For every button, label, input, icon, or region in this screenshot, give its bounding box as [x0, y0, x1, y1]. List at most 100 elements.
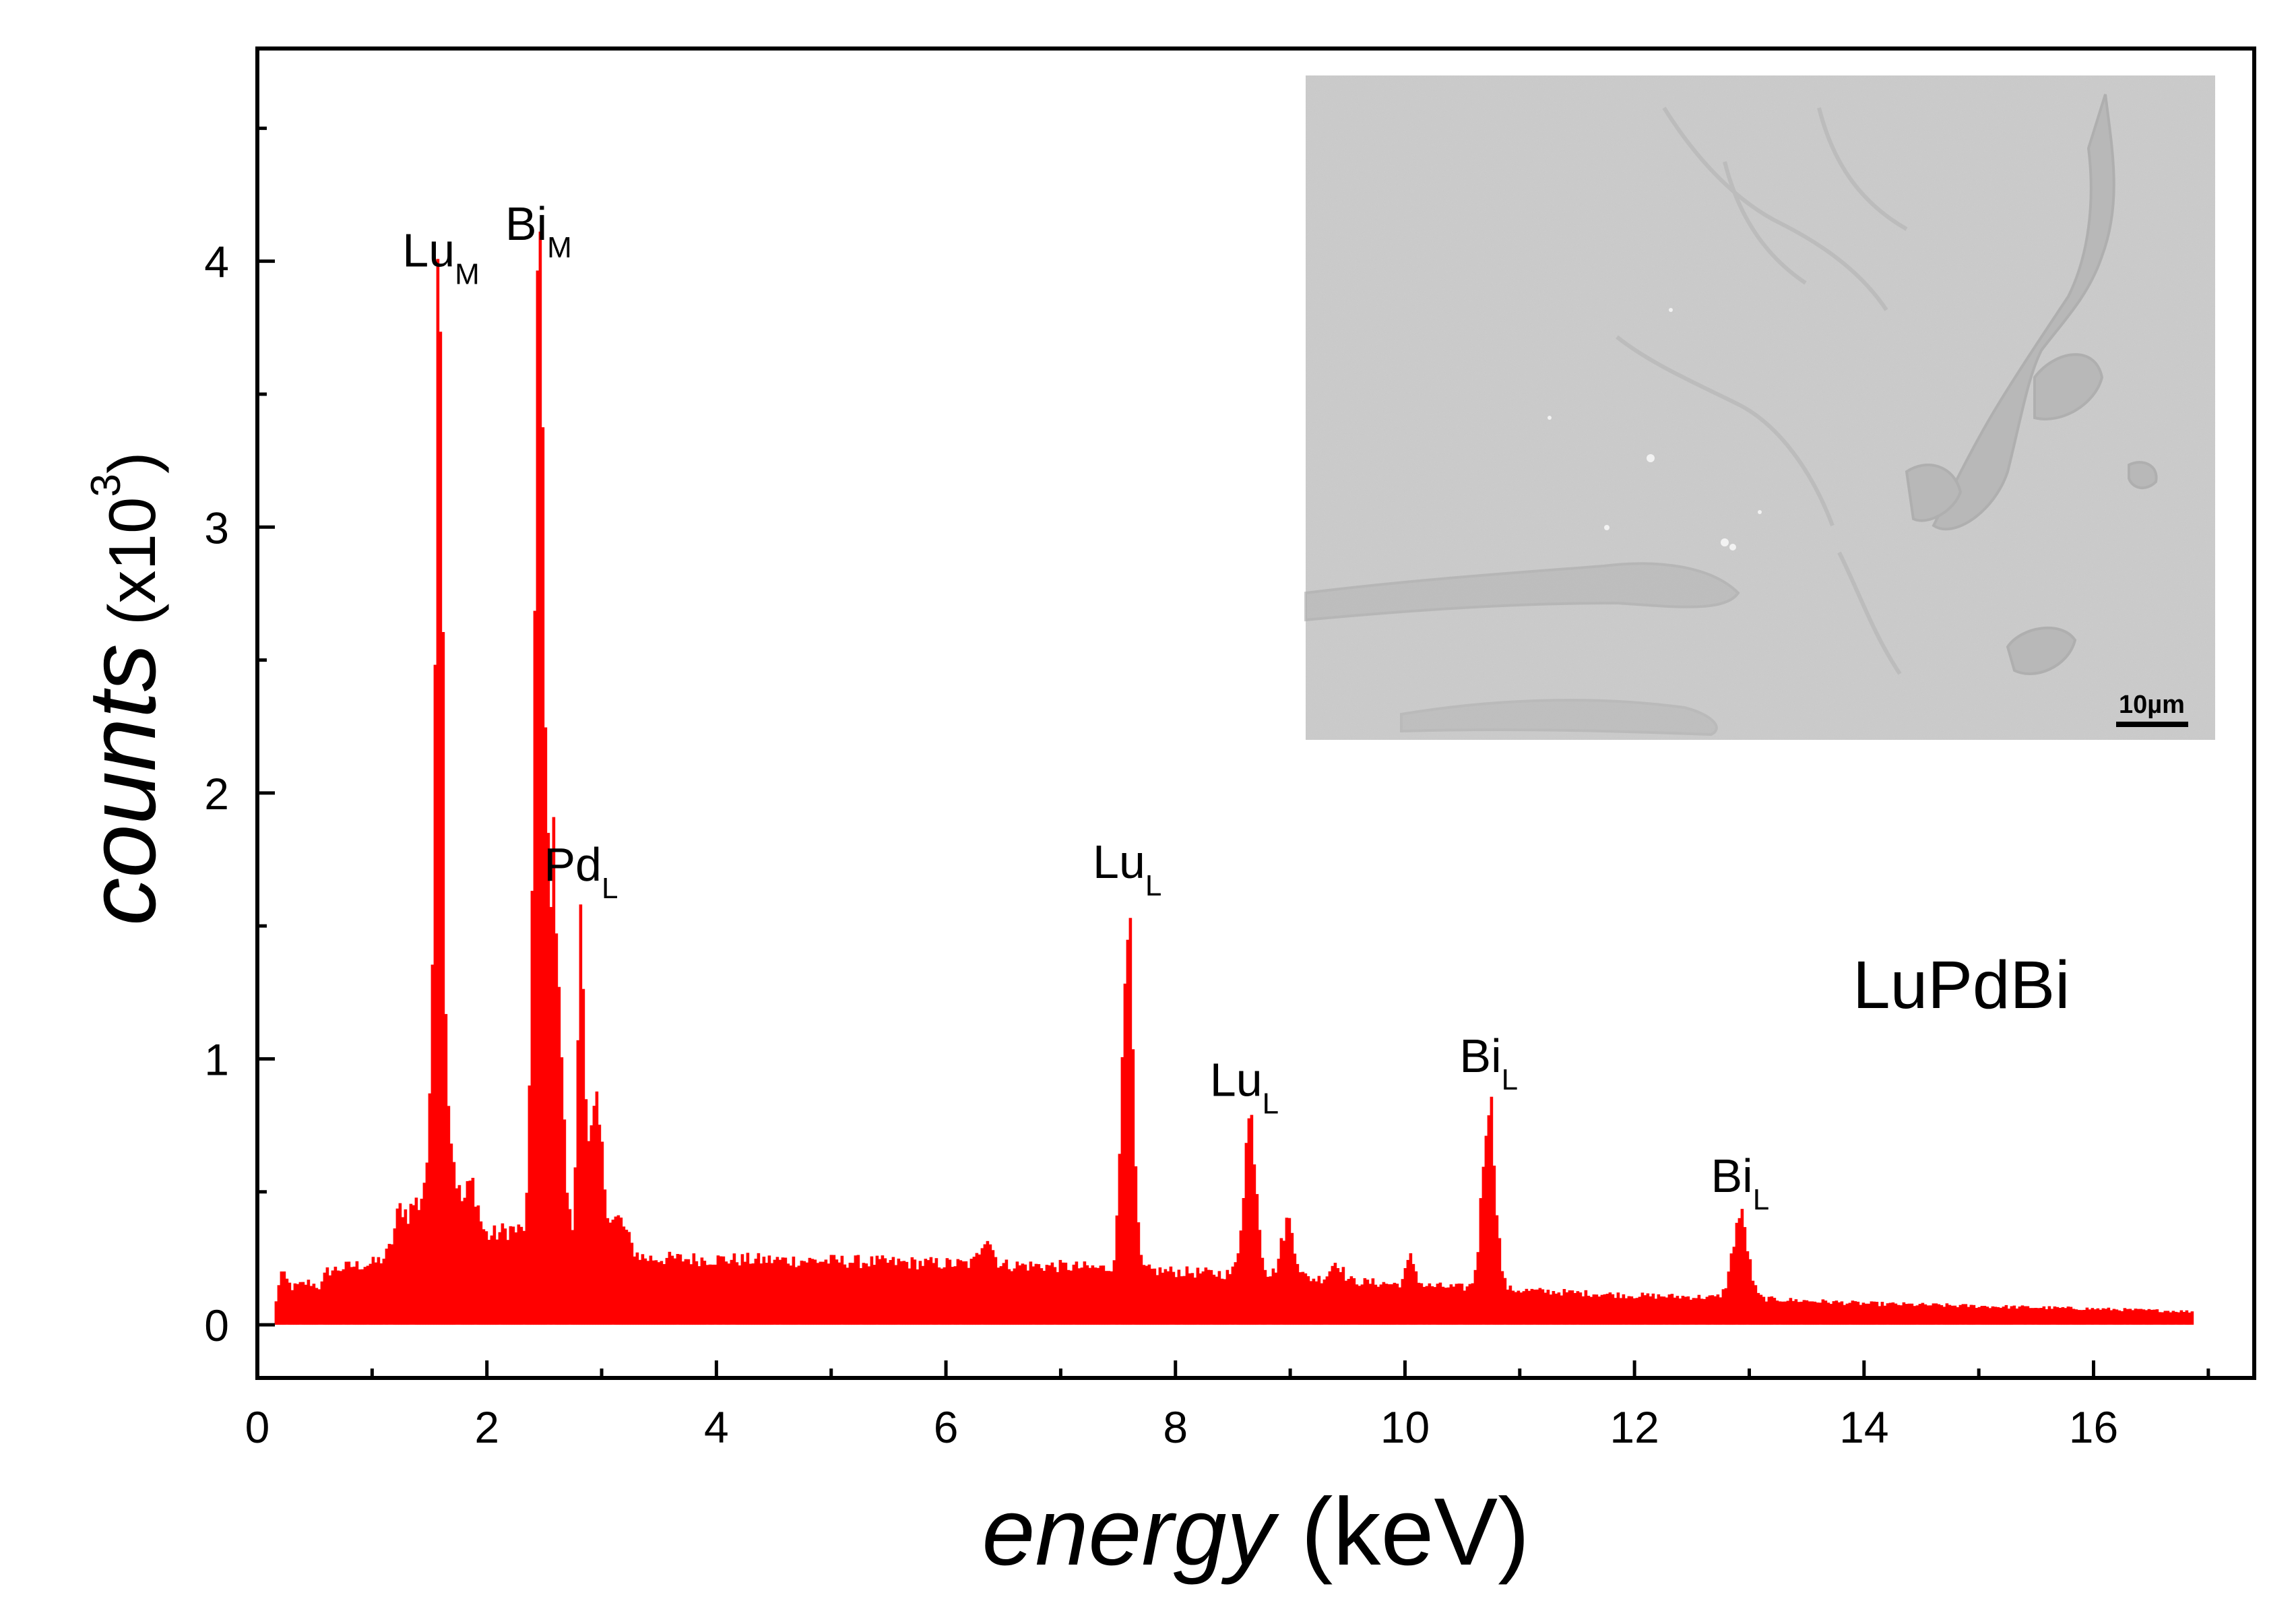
spectrum-bar — [1530, 1288, 1534, 1325]
spectrum-bar — [282, 1271, 286, 1325]
spectrum-bar — [1778, 1301, 1782, 1325]
spectrum-bar — [1145, 1265, 1149, 1325]
spectrum-bar — [1013, 1268, 1017, 1325]
spectrum-bar — [1255, 1194, 1259, 1325]
plot-frame — [255, 46, 2256, 1380]
spectrum-bar — [584, 1099, 588, 1325]
spectrum-bar — [1484, 1135, 1488, 1325]
spectrum-bar — [1037, 1264, 1041, 1325]
spectrum-bar — [1527, 1290, 1531, 1325]
spectrum-bar — [1737, 1218, 1742, 1325]
spectrum-bar — [1732, 1247, 1736, 1325]
spectrum-bar — [961, 1261, 965, 1325]
peak-label-element: Pd — [544, 838, 602, 891]
spectrum-bar — [730, 1259, 734, 1325]
spectrum-bar — [886, 1263, 890, 1325]
spectrum-bar — [746, 1253, 750, 1325]
y-tick-label: 4 — [204, 237, 229, 287]
spectrum-bar — [1085, 1265, 1089, 1325]
spectrum-bar — [854, 1255, 858, 1325]
spectrum-bar — [2061, 1307, 2065, 1325]
spectrum-bar — [390, 1244, 394, 1325]
peak-label-line: M — [455, 258, 480, 291]
spectrum-bar — [1880, 1302, 1884, 1325]
x-tick-label: 0 — [245, 1402, 270, 1452]
spectrum-bar — [1821, 1299, 1825, 1325]
spectrum-bar — [1813, 1301, 1817, 1325]
spectrum-bar — [600, 1141, 604, 1325]
spectrum-bar — [1452, 1286, 1456, 1325]
spectrum-bar — [1239, 1230, 1243, 1325]
spectrum-bar — [633, 1256, 637, 1325]
peak-label-line: L — [1263, 1088, 1279, 1121]
spectrum-bar — [1355, 1284, 1359, 1325]
spectrum-bar — [1840, 1301, 1844, 1325]
peak-label-line: M — [547, 231, 572, 264]
spectrum-bar — [616, 1215, 620, 1325]
spectrum-bar — [1401, 1279, 1405, 1325]
peak-label-line: L — [1145, 869, 1161, 902]
spectrum-bar — [1942, 1307, 1946, 1325]
spectrum-bar — [280, 1271, 284, 1325]
spectrum-bar — [1296, 1263, 1300, 1325]
spectrum-bar — [1673, 1297, 1677, 1325]
spectrum-bar — [1754, 1285, 1758, 1325]
spectrum-bar — [1891, 1302, 1895, 1325]
spectrum-bar — [1692, 1298, 1696, 1325]
spectrum-bar — [1694, 1298, 1698, 1325]
spectrum-bar — [2093, 1309, 2097, 1325]
spectrum-bar — [735, 1262, 739, 1325]
spectrum-bar — [614, 1216, 618, 1325]
spectrum-bar — [2053, 1306, 2057, 1325]
x-axis-title-quantity: energy — [982, 1478, 1280, 1585]
spectrum-bar — [366, 1265, 370, 1325]
spectrum-bar — [1336, 1268, 1340, 1325]
spectrum-bar — [1150, 1268, 1154, 1325]
spectrum-bar — [1654, 1298, 1658, 1325]
spectrum-bar — [816, 1263, 820, 1325]
spectrum-bar — [1500, 1271, 1504, 1325]
spectrum-bar — [1835, 1300, 1839, 1325]
spectrum-bar — [1269, 1276, 1273, 1325]
spectrum-bar — [2045, 1309, 2049, 1325]
spectrum-bar — [1411, 1263, 1415, 1325]
spectrum-bar — [1444, 1288, 1448, 1325]
spectrum-bar — [805, 1262, 809, 1325]
spectrum-bar — [538, 231, 542, 1325]
spectrum-bar — [1864, 1303, 1868, 1325]
spectrum-bar — [775, 1257, 779, 1325]
spectrum-bar — [964, 1261, 968, 1325]
spectrum-bar — [1390, 1284, 1394, 1325]
spectrum-bar — [1991, 1306, 1995, 1325]
spectrum-bar — [2074, 1309, 2078, 1325]
spectrum-bar — [2155, 1309, 2159, 1325]
spectrum-bar — [1166, 1271, 1170, 1325]
spectrum-bar — [924, 1259, 928, 1325]
spectrum-bar — [1339, 1271, 1343, 1325]
spectrum-bar — [1996, 1307, 2000, 1325]
spectrum-bar — [926, 1260, 930, 1325]
spectrum-bar — [2104, 1309, 2108, 1325]
spectrum-bar — [1104, 1271, 1108, 1325]
spectrum-bar — [428, 1093, 432, 1325]
spectrum-bar — [1713, 1296, 1717, 1325]
spectrum-bar — [697, 1266, 701, 1325]
spectrum-bar — [2163, 1311, 2167, 1325]
spectrum-bar — [1950, 1305, 1954, 1325]
spectrum-bar — [800, 1260, 804, 1325]
spectrum-bar — [643, 1258, 647, 1325]
spectrum-bar — [1075, 1261, 1079, 1325]
spectrum-bar — [2107, 1307, 2111, 1325]
spectrum-bar — [455, 1188, 459, 1325]
peak-label-element: Bi — [1459, 1030, 1501, 1082]
spectrum-bar — [1767, 1296, 1771, 1325]
spectrum-bar — [350, 1267, 354, 1325]
peak-label: BiL — [1459, 1030, 1518, 1096]
spectrum-bar — [1651, 1293, 1655, 1325]
spectrum-bar — [503, 1228, 507, 1325]
spectrum-bar — [484, 1231, 488, 1325]
spectrum-bar — [1236, 1253, 1240, 1325]
spectrum-bar — [1506, 1289, 1510, 1325]
spectrum-bar — [522, 1230, 526, 1325]
spectrum-bar — [1314, 1281, 1318, 1325]
